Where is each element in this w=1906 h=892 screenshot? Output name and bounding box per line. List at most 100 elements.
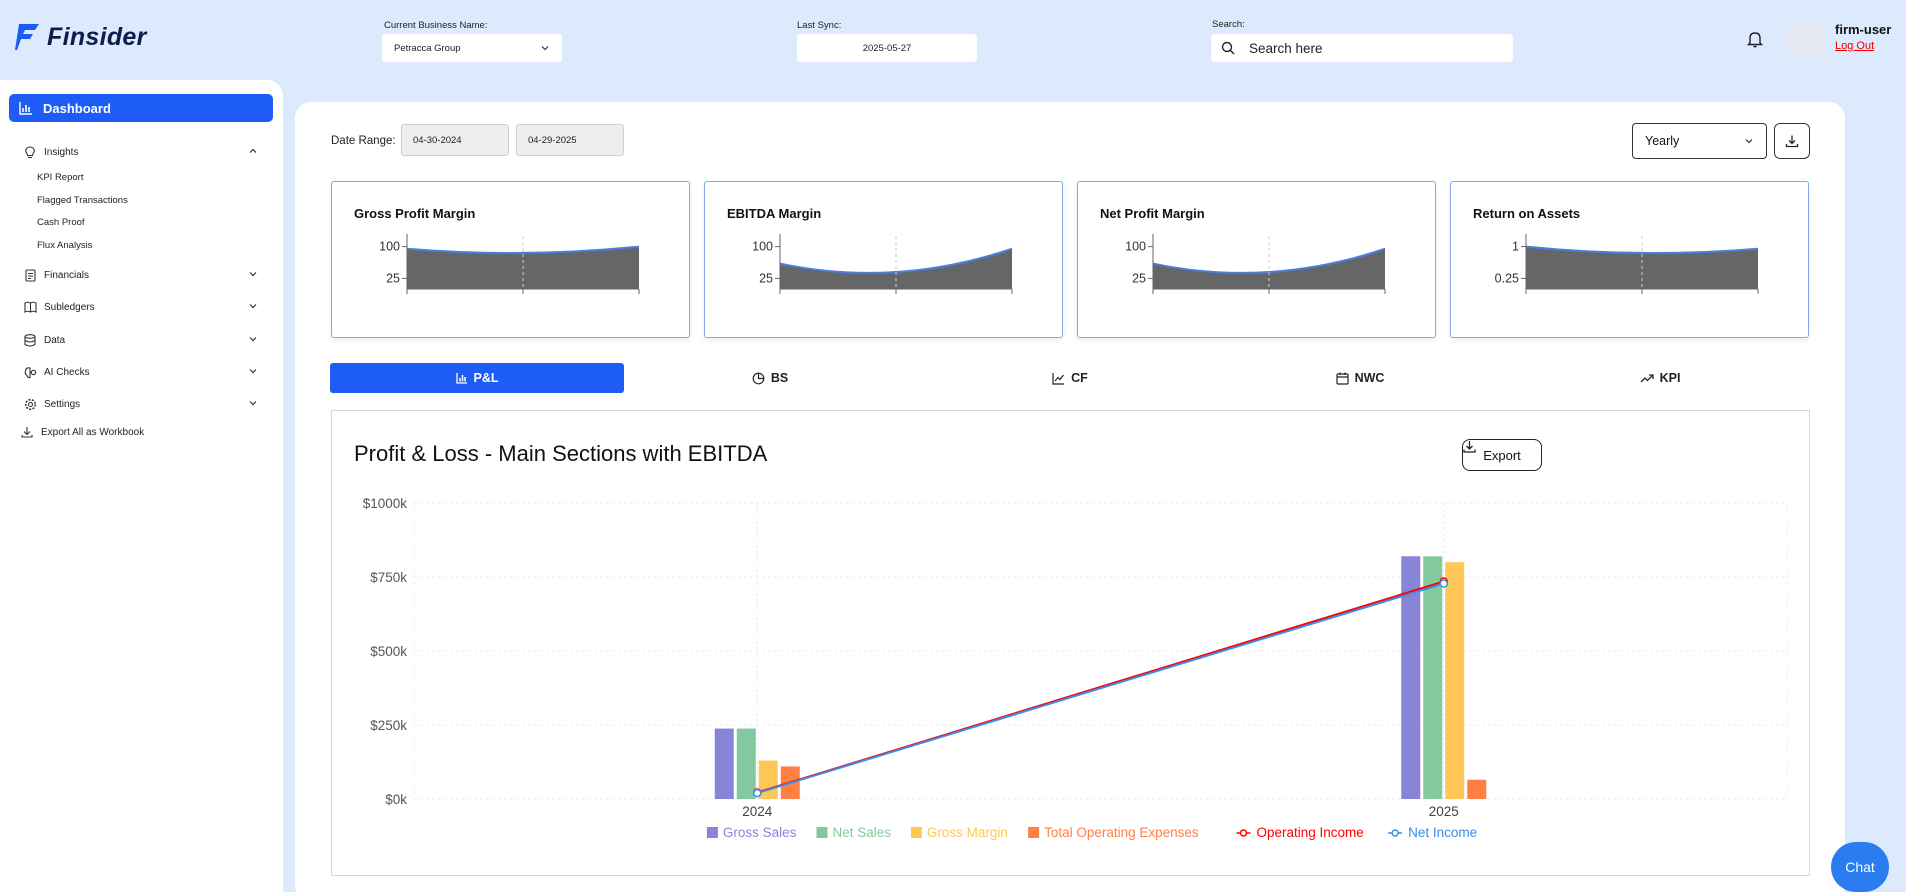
bar-gross-sales xyxy=(1401,556,1421,799)
legend-label: Net Income xyxy=(1408,825,1477,840)
sparkline-tick-label: 100 xyxy=(752,240,773,254)
tab-cf[interactable]: CF xyxy=(935,363,1205,393)
statement-tabs: P&L BS CF NWC KPI xyxy=(330,363,1810,393)
sparkline-tick-label: 25 xyxy=(386,271,400,285)
sidebar-item-label: Financials xyxy=(44,269,90,281)
download-button[interactable] xyxy=(1774,123,1810,159)
bar-net-sales xyxy=(1423,556,1443,799)
ai-brain-icon xyxy=(23,365,37,379)
tab-nwc[interactable]: NWC xyxy=(1225,363,1495,393)
sidebar-item-dashboard[interactable]: Dashboard xyxy=(9,94,273,122)
sidebar-item-label: Dashboard xyxy=(43,100,111,116)
business-select[interactable]: Petracca Group xyxy=(382,34,562,62)
search-input[interactable]: Search here xyxy=(1211,34,1513,62)
tab-label: BS xyxy=(770,371,789,385)
document-icon xyxy=(23,268,37,282)
sidebar-item-subledgers[interactable]: Subledgers xyxy=(23,299,258,315)
legend-swatch xyxy=(1239,829,1248,837)
kpi-card-return-on-assets[interactable]: Return on Assets 1 0.25 xyxy=(1450,181,1809,338)
sidebar-item-insights[interactable]: Insights xyxy=(23,144,258,160)
sidebar-item-ai-checks[interactable]: AI Checks xyxy=(23,364,258,380)
period-select[interactable]: Yearly xyxy=(1632,123,1767,159)
top-bar: Finsider Current Business Name: Petracca… xyxy=(0,0,1906,82)
bar-gross-margin xyxy=(758,760,778,799)
search-placeholder: Search here xyxy=(1249,40,1323,56)
sidebar-item-flagged-transactions[interactable]: Flagged Transactions xyxy=(37,195,128,206)
sidebar-item-label: Subledgers xyxy=(44,301,95,313)
sidebar-item-label: Export All as Workbook xyxy=(41,426,145,438)
chevron-down-icon xyxy=(249,272,257,277)
start-date-input[interactable]: 04-30-2024 xyxy=(401,124,509,156)
tab-pl[interactable]: P&L xyxy=(330,363,624,393)
sparkline-tick-label: 25 xyxy=(1132,271,1146,285)
download-icon xyxy=(1463,441,1476,453)
book-icon xyxy=(23,300,37,314)
lightbulb-icon xyxy=(23,145,37,159)
sidebar-item-export-all[interactable]: Export All as Workbook xyxy=(20,424,255,440)
export-label: Export xyxy=(1483,447,1521,463)
sparkline-tick-label: 100 xyxy=(379,240,400,254)
legend-label: Gross Margin xyxy=(927,825,1008,840)
bar-net-sales xyxy=(736,728,756,799)
sidebar-item-label: Settings xyxy=(44,398,81,410)
legend-swatch xyxy=(1391,829,1399,837)
legend-swatch xyxy=(1028,827,1040,838)
sparkline-chart: 100 25 xyxy=(379,234,640,294)
sidebar-item-flux-analysis[interactable]: Flux Analysis xyxy=(37,240,93,251)
legend-label: Total Operating Expenses xyxy=(1044,825,1199,840)
end-date-input[interactable]: 04-29-2025 xyxy=(516,124,624,156)
bar-gross-sales xyxy=(714,728,734,799)
legend-swatch xyxy=(910,827,922,838)
tab-label: CF xyxy=(1071,371,1088,385)
kpi-card-net-profit-margin[interactable]: Net Profit Margin 100 25 xyxy=(1077,181,1436,338)
chevron-down-icon xyxy=(249,304,257,309)
chat-button[interactable]: Chat xyxy=(1831,842,1889,892)
calendar-icon xyxy=(1335,372,1349,385)
line-net-income xyxy=(756,582,1445,795)
logout-link[interactable]: Log Out xyxy=(1835,40,1875,52)
sparkline-tick-label: 25 xyxy=(759,271,773,285)
finsider-logo-icon xyxy=(15,24,39,50)
tab-label: KPI xyxy=(1659,371,1681,385)
sidebar-item-label: Insights xyxy=(44,146,79,158)
y-tick-label: $0k xyxy=(385,792,407,807)
avatar[interactable] xyxy=(1786,19,1826,59)
notification-bell-icon[interactable] xyxy=(1746,30,1764,53)
kpi-card-ebitda-margin[interactable]: EBITDA Margin 100 25 xyxy=(704,181,1063,338)
tab-label: NWC xyxy=(1354,371,1385,385)
search-icon xyxy=(1221,41,1235,55)
bar-chart-icon xyxy=(19,102,32,115)
business-value: Petracca Group xyxy=(394,42,461,54)
tab-label: P&L xyxy=(473,371,499,385)
pie-chart-icon xyxy=(752,372,765,384)
chart-title: Profit & Loss - Main Sections with EBITD… xyxy=(354,441,768,466)
pl-bar-chart: $0k $250k $500k $750k $1000k 2024 2025 Gross Sa… xyxy=(363,496,1788,840)
app-name: Finsider xyxy=(47,22,147,51)
period-value: Yearly xyxy=(1645,134,1680,148)
tab-kpi[interactable]: KPI xyxy=(1525,363,1795,393)
download-icon xyxy=(1785,135,1799,148)
sidebar-item-data[interactable]: Data xyxy=(23,332,258,348)
x-tick-label: 2025 xyxy=(1429,804,1459,819)
chevron-up-icon xyxy=(249,148,257,153)
search-label: Search: xyxy=(1212,19,1245,30)
sparkline-line xyxy=(406,245,640,255)
chevron-down-icon xyxy=(1745,139,1753,144)
kpi-card-gross-profit-margin[interactable]: Gross Profit Margin 100 25 xyxy=(331,181,690,338)
app-logo[interactable]: Finsider xyxy=(15,22,147,52)
y-tick-label: $1000k xyxy=(363,496,408,511)
last-sync-field: 2025-05-27 xyxy=(797,34,977,62)
sidebar-item-financials[interactable]: Financials xyxy=(23,267,258,283)
sparkline-chart: 10.25 xyxy=(1495,234,1759,294)
sidebar-item-cash-proof[interactable]: Cash Proof xyxy=(37,217,85,228)
legend-label: Net Sales xyxy=(833,825,892,840)
sidebar-item-settings[interactable]: Settings xyxy=(23,396,258,412)
sparkline-tick-label: 1 xyxy=(1512,240,1519,254)
chevron-down-icon xyxy=(249,401,257,406)
sidebar-item-kpi-report[interactable]: KPI Report xyxy=(37,172,84,183)
chevron-down-icon xyxy=(541,46,549,51)
export-button[interactable]: Export xyxy=(1462,439,1542,471)
business-label: Current Business Name: xyxy=(384,20,488,31)
gear-icon xyxy=(23,397,37,411)
tab-bs[interactable]: BS xyxy=(635,363,905,393)
